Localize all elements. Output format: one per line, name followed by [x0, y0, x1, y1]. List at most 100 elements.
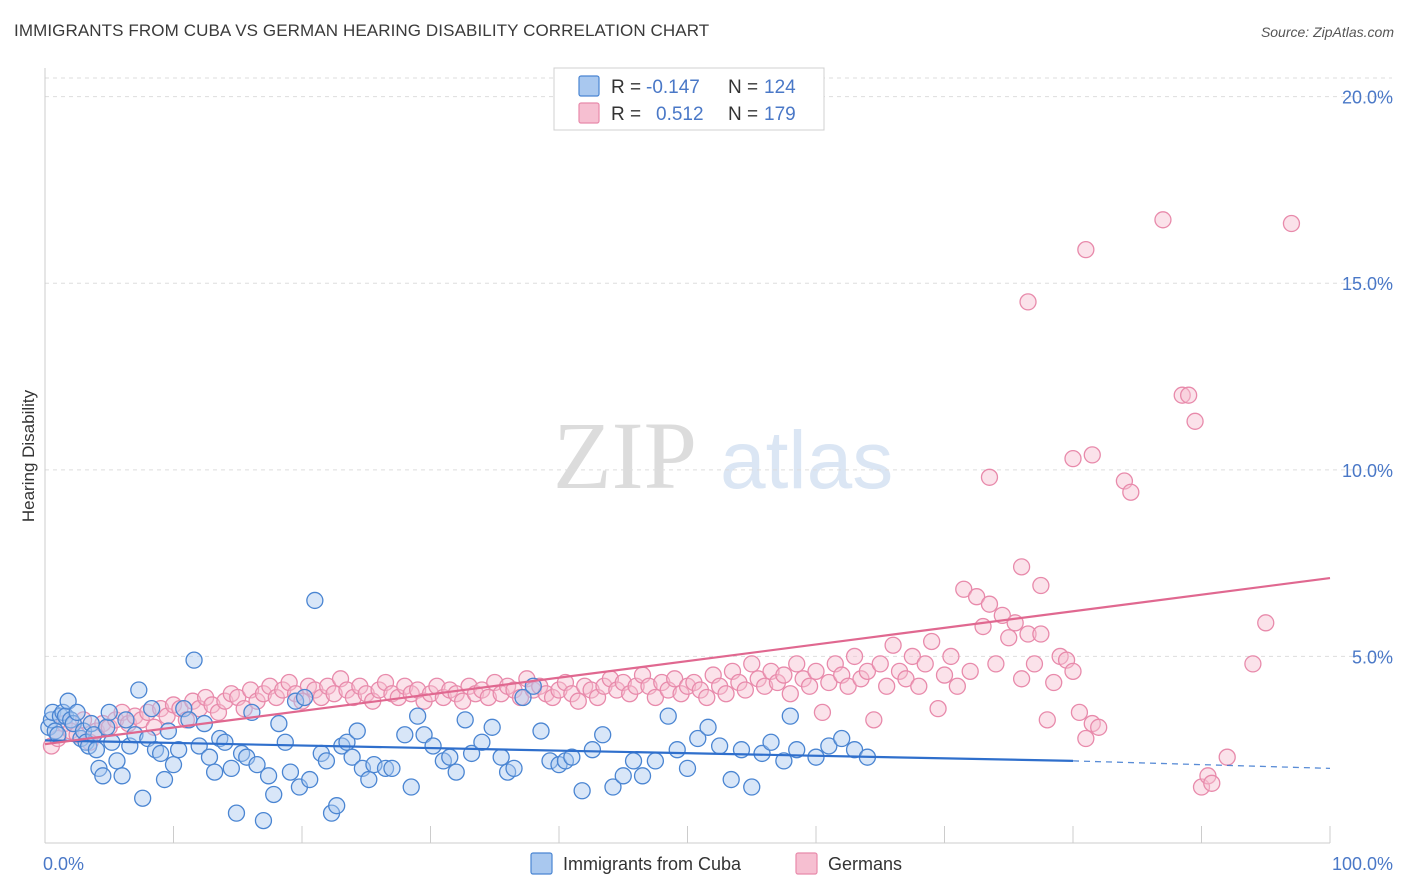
data-point — [348, 722, 366, 740]
data-point — [1218, 748, 1236, 766]
cuba-trend-extension — [1072, 760, 1331, 770]
data-point — [265, 785, 283, 804]
data-point — [1019, 625, 1037, 643]
data-point — [961, 662, 979, 680]
data-point — [453, 692, 472, 710]
data-point — [532, 722, 550, 740]
stats-legend: R = -0.147 N = 124 R = 0.512 N = 179 — [553, 67, 825, 131]
data-point — [276, 733, 294, 751]
legend-n-value-cuba: 124 — [764, 77, 796, 98]
data-point — [942, 647, 960, 666]
data-point — [117, 711, 135, 729]
x-tick-label: 0.0% — [43, 854, 84, 874]
data-point — [668, 741, 686, 759]
data-point — [222, 759, 240, 778]
data-point — [1257, 614, 1275, 632]
data-point — [800, 677, 819, 695]
data-point — [807, 748, 825, 766]
data-point — [343, 748, 361, 766]
data-point — [376, 759, 395, 778]
data-point — [1090, 718, 1108, 736]
data-point — [473, 733, 491, 751]
data-point — [143, 700, 161, 718]
data-point — [871, 655, 889, 673]
data-point — [1186, 412, 1204, 430]
data-point — [155, 770, 174, 789]
data-point — [813, 703, 832, 722]
data-point — [1244, 655, 1262, 673]
data-point — [68, 703, 86, 722]
bottom-legend-label-germans: Germans — [828, 854, 902, 874]
data-point — [396, 726, 414, 744]
data-point — [1282, 214, 1301, 233]
data-point — [1180, 386, 1198, 404]
data-point — [743, 655, 761, 673]
data-point — [1019, 293, 1037, 311]
data-point — [884, 636, 902, 654]
data-point — [1154, 211, 1172, 229]
data-point — [710, 737, 729, 755]
data-point — [383, 759, 401, 778]
data-point — [666, 670, 684, 688]
data-point — [306, 591, 324, 610]
data-point — [1032, 576, 1050, 595]
data-point — [514, 688, 532, 707]
data-point — [59, 692, 77, 710]
data-point — [916, 655, 934, 673]
data-point — [614, 767, 632, 785]
data-point — [980, 595, 999, 613]
data-point — [270, 714, 288, 733]
data-point — [254, 811, 273, 830]
data-point — [689, 729, 707, 748]
data-point — [948, 677, 966, 695]
data-point — [1173, 386, 1191, 404]
legend-r-value-germans: 0.512 — [656, 104, 704, 125]
data-point — [624, 752, 643, 770]
data-point — [190, 737, 208, 755]
data-point — [360, 770, 378, 789]
data-point — [159, 722, 178, 740]
data-point — [820, 673, 838, 692]
data-point — [788, 655, 806, 673]
data-point — [1064, 449, 1082, 468]
data-point — [935, 666, 954, 684]
data-point — [317, 752, 336, 770]
data-point — [858, 662, 877, 680]
data-point — [441, 748, 459, 766]
data-point — [325, 685, 343, 703]
cuba-trend-line — [44, 739, 1074, 763]
data-point — [845, 741, 864, 759]
data-point — [1203, 774, 1221, 792]
data-point — [286, 692, 305, 710]
data-point — [130, 681, 148, 699]
data-point — [903, 647, 922, 666]
series-legend: Immigrants from Cuba Germans — [530, 852, 902, 875]
data-point — [974, 617, 992, 636]
data-point — [646, 752, 665, 770]
data-point — [505, 759, 523, 778]
data-point — [259, 767, 278, 785]
data-point — [563, 748, 581, 766]
chart-title: IMMIGRANTS FROM CUBA VS GERMAN HEARING D… — [14, 21, 710, 40]
data-point — [328, 797, 346, 815]
data-point — [987, 655, 1005, 673]
data-point — [1038, 711, 1056, 729]
data-point — [775, 666, 793, 684]
data-point — [788, 741, 806, 759]
germans-trend-line — [44, 576, 1331, 746]
data-point — [1012, 670, 1031, 688]
data-point — [492, 748, 510, 766]
data-point — [1083, 446, 1101, 464]
y-tick-label: 5.0% — [1352, 647, 1393, 667]
grid-lines — [45, 77, 1392, 657]
data-point — [717, 685, 735, 703]
data-point — [479, 688, 497, 707]
data-point — [98, 718, 116, 736]
legend-swatch-cuba — [578, 75, 600, 97]
data-point — [1000, 629, 1018, 647]
data-point — [569, 692, 587, 710]
data-point — [678, 759, 697, 778]
watermark-zip: ZIP — [553, 402, 697, 509]
data-point — [216, 733, 234, 751]
